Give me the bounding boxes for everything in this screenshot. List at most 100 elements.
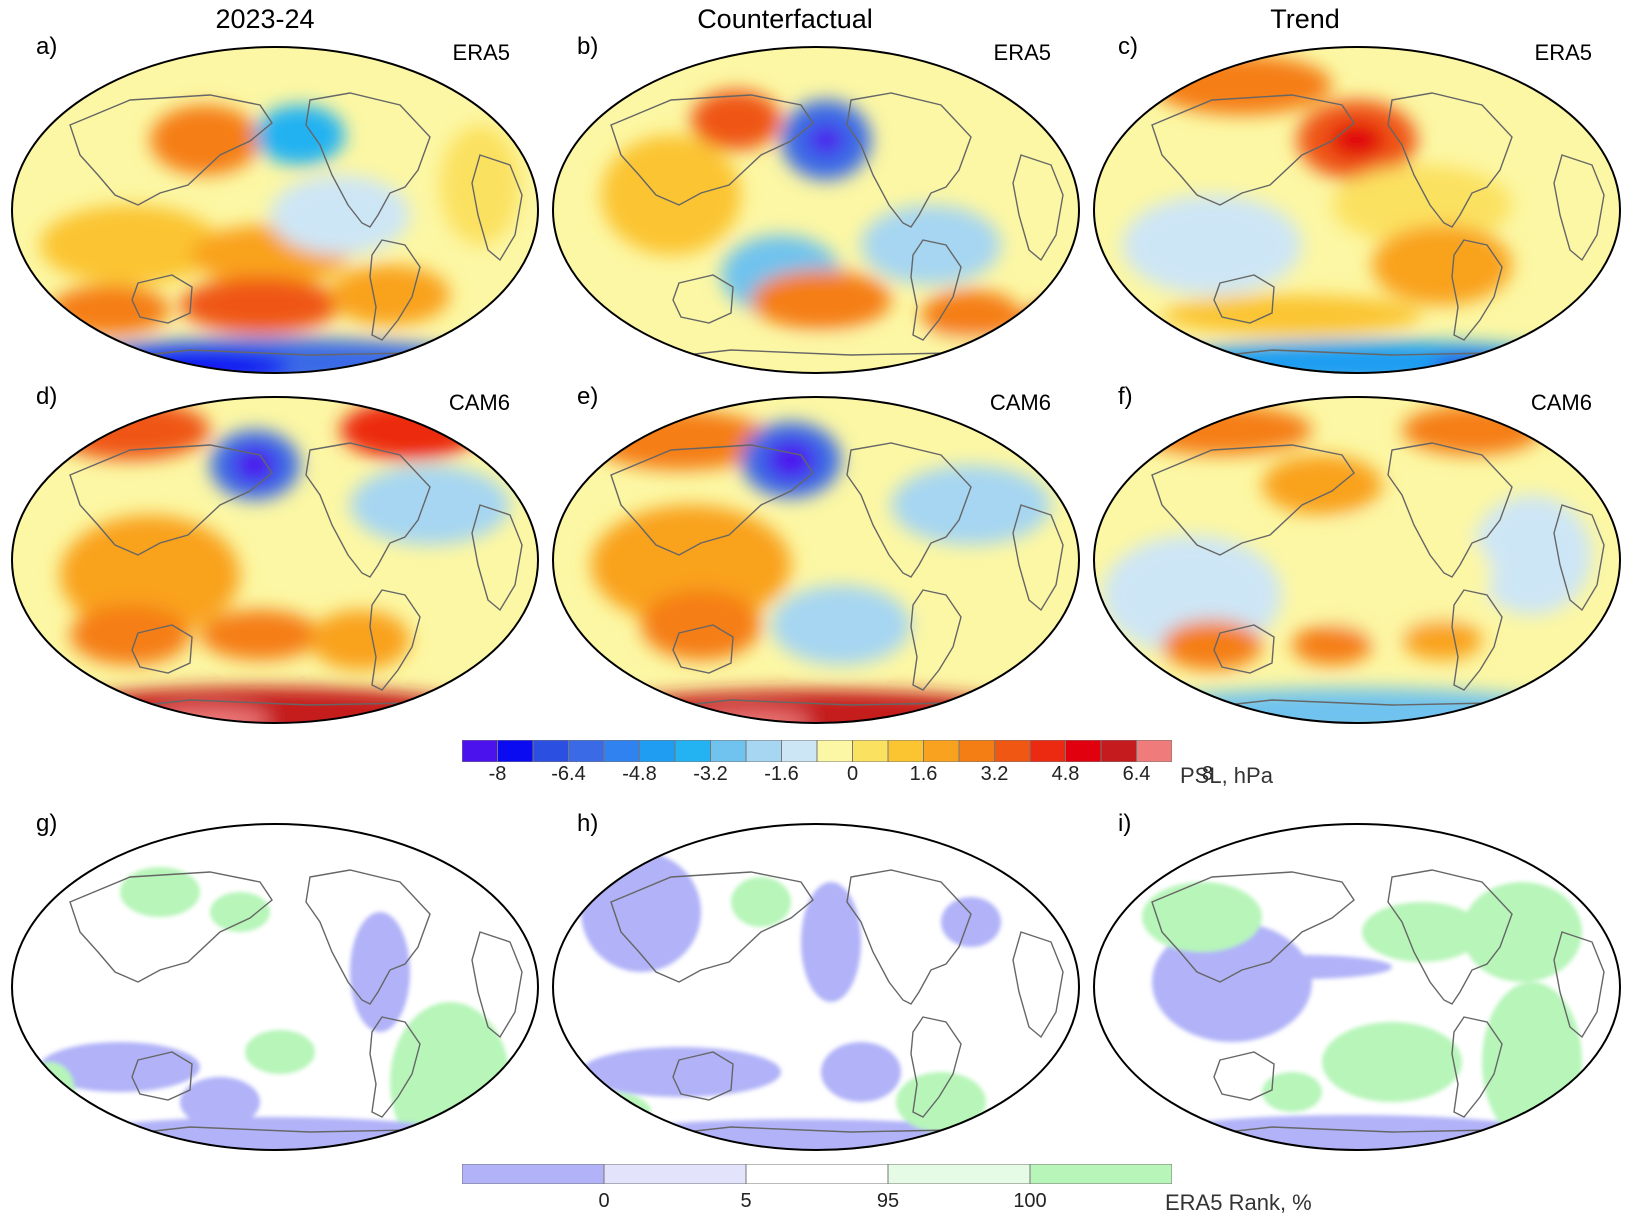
colorbar-tick-label: 3.2: [980, 763, 1009, 785]
coastline: [1451, 589, 1503, 691]
coastline: [1151, 444, 1355, 556]
map-e: [552, 396, 1080, 724]
panel-source-label: ERA5: [452, 40, 510, 65]
rank-colorbar: [461, 1163, 1173, 1189]
coastline: [1213, 274, 1275, 324]
anomaly-region: [180, 277, 340, 333]
colorbar-tick-label: 6.4: [1122, 763, 1151, 785]
map-border: [552, 46, 1080, 374]
anomaly-region: [766, 440, 816, 480]
coastline: [672, 624, 734, 674]
coastline: [846, 442, 972, 578]
anomaly-region: [1329, 122, 1385, 158]
colorbar-swatch: [923, 739, 960, 763]
coastline: [1553, 154, 1605, 262]
colorbar-tick-label: 0: [846, 763, 859, 785]
map-border: [552, 823, 1080, 1151]
colorbar-swatch: [603, 739, 640, 763]
map-a: [11, 46, 539, 374]
rank-region: [120, 867, 200, 917]
rank-region: [896, 1072, 986, 1132]
colorbar-swatch: [887, 739, 924, 763]
colorbar-swatch: [639, 739, 676, 763]
rank-region: [801, 882, 861, 1002]
anomaly-region: [1472, 495, 1592, 615]
colorbar-tick-label: -6.4: [551, 763, 586, 785]
coastline: [610, 871, 814, 983]
anomaly-region: [1292, 625, 1372, 665]
rank-region: [210, 892, 270, 932]
panel-label-d: d): [36, 383, 58, 410]
coastline: [305, 442, 431, 578]
psl-colorbar-swatches: [461, 739, 1173, 763]
anomaly-region: [70, 605, 190, 665]
anomaly-region: [1162, 620, 1262, 670]
coastline: [131, 274, 193, 324]
anomaly-region: [751, 270, 891, 330]
map-h: [552, 823, 1080, 1151]
rank-region: [1132, 1115, 1572, 1150]
colorbar-tick-label: 8: [1201, 763, 1214, 785]
coastline: [910, 589, 962, 691]
column-title-1: 2023-24: [215, 4, 315, 34]
coastline: [1451, 239, 1503, 341]
map-f: [1093, 396, 1621, 724]
colorbar-swatch: [603, 1163, 747, 1185]
anomaly-region: [1162, 295, 1422, 335]
anomaly-region: [1292, 515, 1492, 635]
coastline: [305, 869, 431, 1005]
map-b: [552, 46, 1080, 374]
coastline: [1012, 504, 1064, 612]
coastline: [1553, 931, 1605, 1039]
colorbar-swatch: [461, 1163, 605, 1185]
psl-colorbar: [461, 739, 1173, 767]
colorbar-swatch: [745, 739, 782, 763]
anomaly-region: [691, 711, 811, 723]
anomaly-region: [1372, 225, 1512, 305]
coastline: [69, 94, 273, 206]
coastline: [369, 1016, 421, 1118]
rank-region: [731, 877, 791, 927]
colorbar-swatch: [710, 739, 747, 763]
colorbar-tick-label: 95: [876, 1190, 900, 1212]
map-border: [11, 823, 539, 1151]
anomaly-region: [751, 337, 1071, 373]
coastline: [1553, 504, 1605, 612]
coastline: [471, 154, 523, 262]
panel-source-label: CAM6: [989, 390, 1051, 415]
colorbar-swatch: [745, 1163, 889, 1185]
coastline: [910, 1016, 962, 1118]
anomaly-region: [350, 465, 510, 545]
anomaly-region: [808, 126, 844, 154]
anomaly-region: [340, 400, 480, 460]
map-c: [1093, 46, 1621, 374]
anomaly-region: [1122, 195, 1302, 295]
coastline: [1012, 931, 1064, 1039]
colorbar-swatch: [994, 739, 1031, 763]
panel-source-label: ERA5: [1534, 40, 1592, 65]
anomaly-region: [150, 105, 260, 175]
colorbar-swatch: [887, 1163, 1031, 1185]
colorbar-swatch: [532, 739, 569, 763]
panel-label-h: h): [577, 810, 599, 837]
coastline: [1213, 1051, 1275, 1101]
coastline: [910, 239, 962, 341]
anomaly-region: [641, 590, 761, 660]
coastline: [1213, 624, 1275, 674]
colorbar-tick-label: 1.6: [909, 763, 938, 785]
anomaly-region: [150, 708, 270, 723]
anomaly-region: [1262, 455, 1382, 515]
rank-region: [1262, 1072, 1322, 1112]
anomaly-region: [1402, 620, 1482, 660]
anomaly-region: [270, 175, 410, 255]
anomaly-region: [1332, 165, 1512, 245]
coastline: [672, 1051, 734, 1101]
colorbar-tick-label: 100: [1013, 1190, 1047, 1212]
coastline: [471, 504, 523, 612]
coastline: [1012, 154, 1064, 262]
panel-label-f: f): [1118, 383, 1133, 410]
anomaly-region: [330, 265, 450, 325]
anomaly-region: [255, 105, 345, 165]
coastline: [131, 1051, 193, 1101]
anomaly-region: [1132, 405, 1312, 455]
